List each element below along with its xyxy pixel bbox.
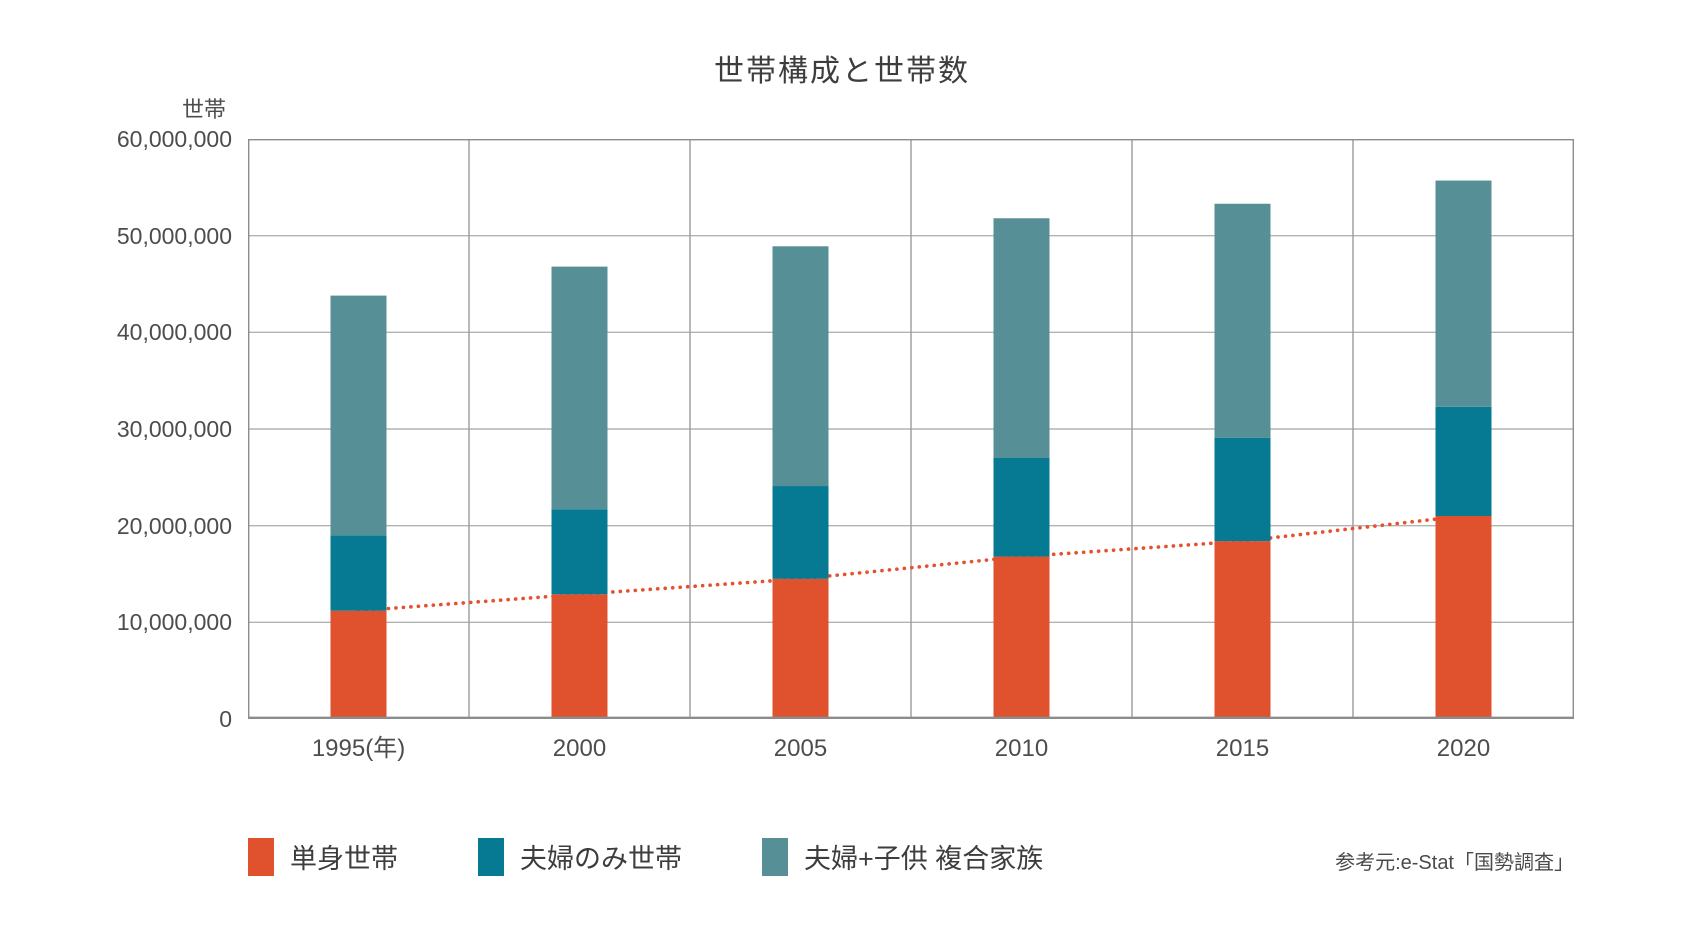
- bar-segment-1-2005: [772, 486, 829, 579]
- bar-segment-1-2015: [1214, 437, 1271, 542]
- bar-segment-2-2020: [1435, 180, 1492, 407]
- y-tick-label: 60,000,000: [116, 126, 232, 152]
- legend-label-single-household: 単身世帯: [290, 844, 398, 874]
- y-tick-label: 40,000,000: [116, 319, 232, 346]
- bar-segment-2-1995(年): [330, 295, 387, 536]
- bar-segment-1-2000: [551, 509, 608, 595]
- legend-item-couple-children-composite: 夫婦+子供 複合家族: [762, 837, 1043, 876]
- x-tick-label: 2015: [1215, 735, 1270, 762]
- y-tick-label: 0: [219, 706, 232, 732]
- x-tick-label: 2005: [773, 735, 828, 762]
- bar-segment-0-1995(年): [330, 610, 387, 719]
- legend: 単身世帯 夫婦のみ世帯 夫婦+子供 複合家族: [248, 837, 1043, 876]
- bar-segment-2-2000: [551, 266, 608, 510]
- y-tick-label: 20,000,000: [116, 512, 232, 539]
- x-tick-label: 2020: [1436, 735, 1491, 762]
- chart-title: 世帯構成と世帯数: [714, 55, 970, 88]
- legend-swatch-couple-only-household: [478, 837, 504, 876]
- bar-segment-1-1995(年): [330, 535, 387, 611]
- legend-label-couple-only-household: 夫婦のみ世帯: [520, 844, 682, 874]
- legend-item-couple-only-household: 夫婦のみ世帯: [478, 837, 682, 876]
- x-tick-label: 2010: [994, 735, 1049, 762]
- y-tick-label: 30,000,000: [116, 416, 232, 442]
- y-tick-label: 10,000,000: [116, 609, 232, 636]
- x-tick-label: 1995(年): [311, 735, 406, 762]
- bar-segment-2-2015: [1214, 203, 1271, 438]
- source-note: 参考元:e-Stat「国勢調査」: [1335, 852, 1574, 874]
- y-axis-unit-label: 世帯: [181, 97, 226, 122]
- legend-item-single-household: 単身世帯: [248, 837, 398, 876]
- legend-label-couple-children-composite: 夫婦+子供 複合家族: [804, 844, 1044, 874]
- trend-line: [356, 514, 1466, 613]
- bar-segment-1-2020: [1435, 406, 1492, 516]
- bar-segment-0-2000: [551, 594, 608, 719]
- x-tick-label: 2000: [552, 735, 607, 762]
- bar-segment-2-2010: [993, 218, 1050, 458]
- bar-segment-0-2015: [1214, 541, 1271, 719]
- bar-segment-0-2010: [993, 556, 1050, 719]
- legend-swatch-single-household: [248, 837, 274, 876]
- bar-segment-1-2010: [993, 458, 1050, 557]
- legend-swatch-couple-children-composite: [762, 837, 788, 876]
- bar-segment-0-2005: [772, 578, 829, 719]
- y-tick-label: 50,000,000: [116, 222, 232, 249]
- bar-segment-2-2005: [772, 246, 829, 487]
- plot-area: [248, 139, 1574, 719]
- bar-segment-0-2020: [1435, 516, 1492, 719]
